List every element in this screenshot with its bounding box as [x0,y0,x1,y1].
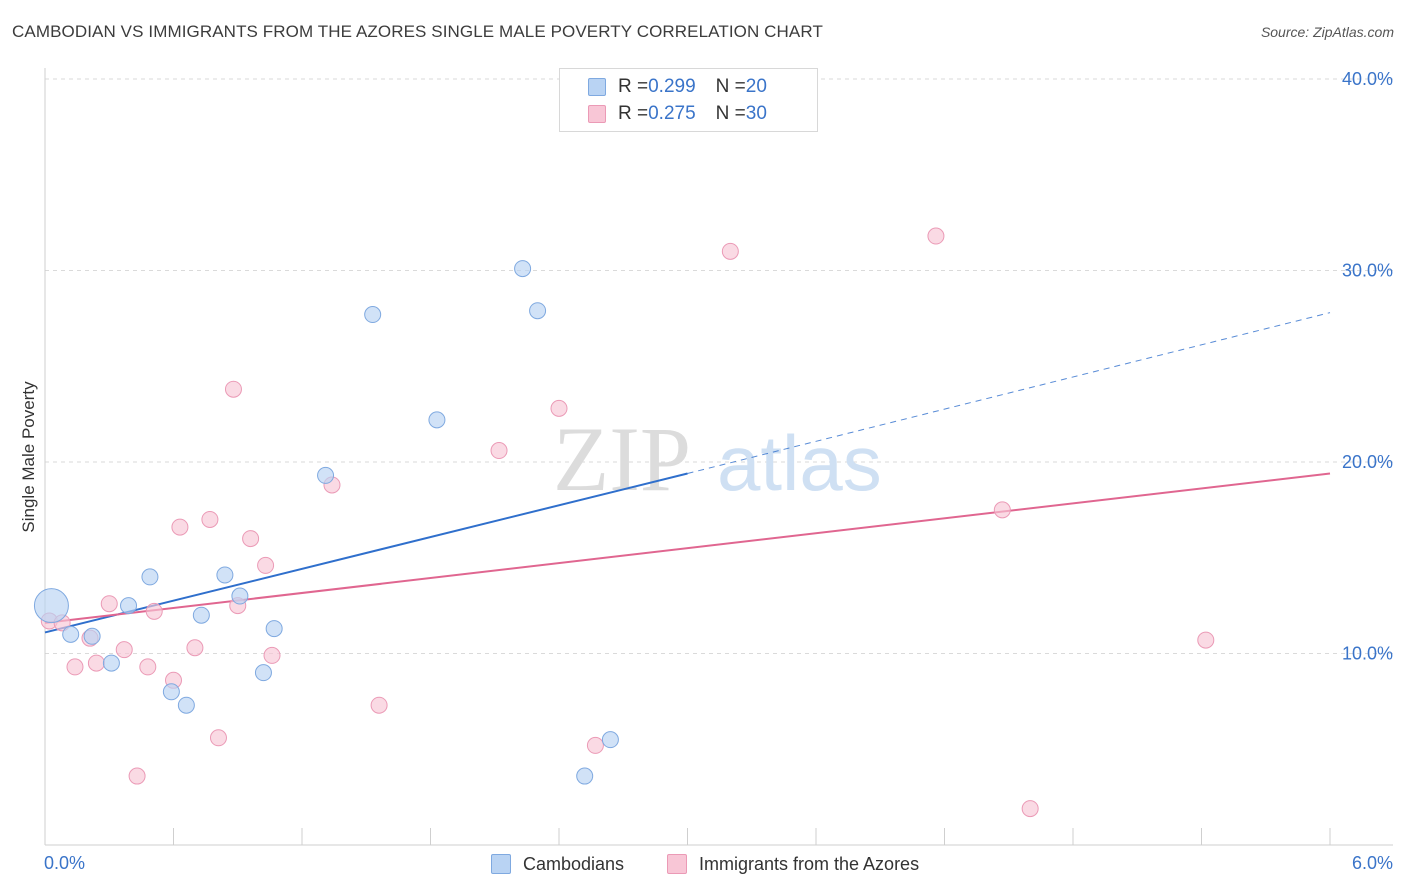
cambodian-point [514,260,532,278]
legend-r-label: R = [618,103,649,124]
bottom-legend-azores: Immigrants from the Azores [667,852,919,876]
azores-point [927,227,945,245]
cambodian-point [364,306,382,324]
azores-point [490,442,508,460]
legend-n-label: N = [715,76,746,97]
cambodian-point [141,568,159,586]
cambodian-point [576,767,594,785]
y-tick-label: 30.0% [1342,261,1393,281]
azores-point [66,658,84,676]
azores-point [586,736,604,754]
cambodian-point [529,302,547,320]
cambodian-point [317,466,335,484]
azores-point [139,658,157,676]
azores-point [87,654,105,672]
azores-point [370,696,388,714]
bottom-legend-label: Cambodians [523,853,625,874]
x-tick-label: 6.0% [1352,853,1393,873]
cambodian-point [428,411,446,429]
trendline-azores [44,472,1331,624]
legend-n-value: 30 [745,103,767,124]
cambodian-point [33,588,69,624]
legend-swatch-pink [588,105,606,123]
chart-title: CAMBODIAN VS IMMIGRANTS FROM THE AZORES … [12,22,823,41]
azores-point [128,767,146,785]
legend-row-cambodians: R = 0.299 N = 20 [588,75,767,99]
bottom-legend-swatch-pink [667,854,687,874]
azores-point [100,595,118,613]
cambodian-point [192,606,210,624]
y-tick-label: 20.0% [1342,452,1393,472]
legend-n-value: 20 [745,76,767,97]
azores-point [550,399,568,417]
azores-point [257,556,275,574]
azores-point [224,380,242,398]
cambodian-point [120,597,138,615]
legend-swatch-blue [588,78,606,96]
azores-point [171,518,189,536]
watermark-zip: ZIP [553,408,691,510]
cambodian-point [254,664,272,682]
azores-point [186,639,204,657]
legend-row-azores: R = 0.275 N = 30 [588,102,767,126]
azores-point [1197,631,1215,649]
azores-point [115,641,133,659]
cambodian-point [231,587,249,605]
correlation-legend: R = 0.299 N = 20 R = 0.275 N = 30 [559,68,818,132]
legend-r-value: 0.275 [648,103,696,124]
y-tick-label: 10.0% [1342,644,1393,664]
cambodian-point [102,654,120,672]
azores-point [1021,800,1039,818]
y-tick-label: 40.0% [1342,69,1393,89]
bottom-legend-label: Immigrants from the Azores [699,853,920,874]
legend-r-value: 0.299 [648,76,696,97]
source-label: Source: ZipAtlas.com [1260,24,1394,40]
bottom-legend-swatch-blue [491,854,511,874]
trendline-cambodians-extension [687,312,1331,474]
legend-r-label: R = [618,76,649,97]
legend-n-label: N = [715,103,746,124]
azores-point [201,510,219,528]
cambodian-point [162,683,180,701]
azores-point [721,242,739,260]
cambodian-point [216,566,234,584]
azores-point [242,530,260,548]
cambodian-point [62,625,80,643]
x-tick-label: 0.0% [44,853,85,873]
watermark-atlas: atlas [717,419,882,507]
cambodian-point [265,620,283,638]
cambodian-point [83,627,101,645]
azores-point [263,646,281,664]
cambodian-point [601,731,619,749]
bottom-legend-cambodians: Cambodians [491,852,624,876]
azores-point [993,501,1011,519]
trendline-cambodians [44,472,688,634]
y-axis-label: Single Male Poverty [19,381,38,533]
cambodian-point [177,696,195,714]
azores-point [209,729,227,747]
azores-point [145,602,163,620]
